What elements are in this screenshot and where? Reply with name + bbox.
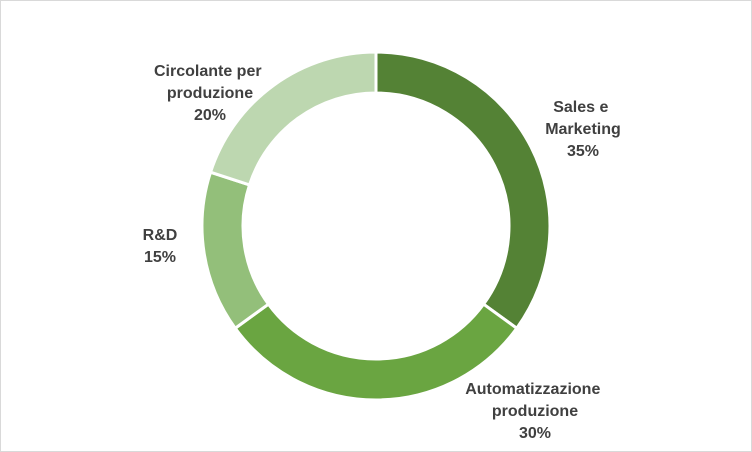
slice-label: Automatizzazione produzione bbox=[465, 381, 605, 420]
slice-label-line: produzione bbox=[492, 403, 578, 420]
slice-label-line: Circolante per bbox=[154, 63, 266, 80]
slice-label-line: Marketing bbox=[545, 121, 621, 138]
slice-label-line: Sales e bbox=[553, 99, 613, 116]
slice-label-line: Automatizzazione bbox=[465, 381, 605, 398]
value-label: 30% bbox=[519, 425, 551, 442]
slice-label: Sales e Marketing bbox=[545, 99, 621, 138]
value-label: 35% bbox=[567, 143, 599, 160]
slice-label: Circolante per produzione bbox=[154, 63, 266, 102]
value-label: 20% bbox=[194, 107, 226, 124]
slice-label: R&D bbox=[143, 227, 178, 244]
slice-label-line: produzione bbox=[167, 85, 253, 102]
donut-slice bbox=[208, 50, 378, 187]
slice-label-line: R&D bbox=[143, 227, 178, 244]
value-label: 15% bbox=[144, 249, 176, 266]
